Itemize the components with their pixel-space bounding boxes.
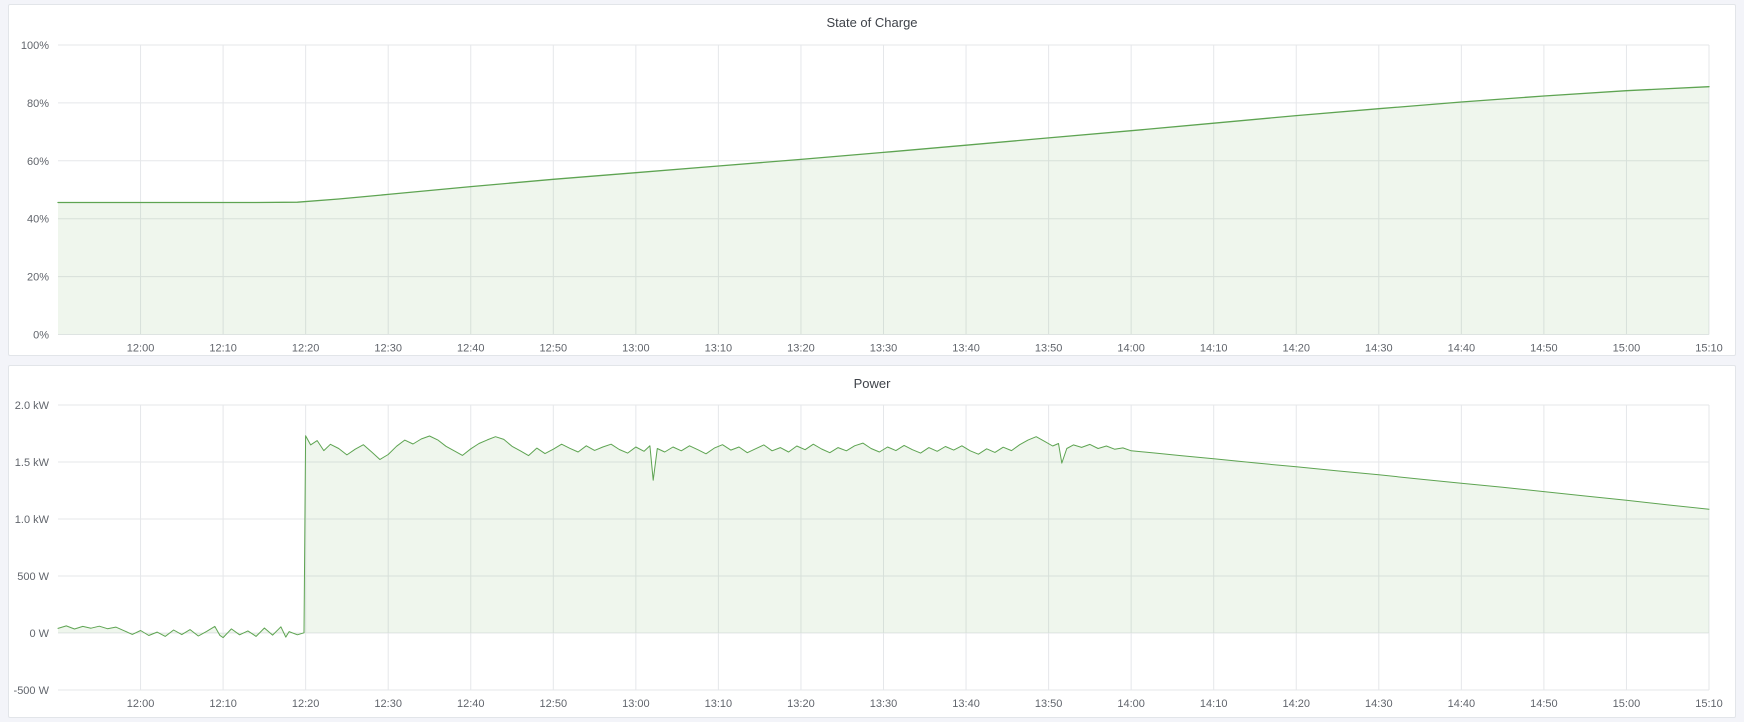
panel-title-state-of-charge[interactable]: State of Charge — [826, 15, 918, 30]
x-tick-label: 12:50 — [540, 698, 568, 710]
x-tick-label: 12:30 — [374, 343, 402, 355]
x-tick-label: 12:40 — [457, 698, 485, 710]
x-tick-label: 12:20 — [292, 698, 320, 710]
x-tick-label: 14:00 — [1117, 343, 1145, 355]
x-tick-label: 13:20 — [787, 343, 815, 355]
series-line-state-of-charge — [57, 86, 1710, 204]
series-area-power — [58, 435, 1709, 638]
x-tick-label: 13:10 — [705, 343, 733, 355]
x-tick-label: 15:00 — [1613, 343, 1641, 355]
x-tick-label: 13:40 — [952, 698, 980, 710]
y-tick-label: 2.0 kW — [15, 400, 50, 412]
power-chart[interactable]: -500 W 0 W 500 W 1.0 kW 1.5 kW 2.0 kW 12:00 12:… — [9, 366, 1735, 717]
y-tick-label: 0 W — [29, 628, 49, 640]
x-tick-label: 14:20 — [1282, 698, 1310, 710]
x-tick-label: 15:10 — [1695, 698, 1723, 710]
x-tick-label: 12:50 — [540, 343, 568, 355]
x-tick-label: 14:40 — [1448, 343, 1476, 355]
x-tick-label: 13:00 — [622, 698, 650, 710]
x-tick-label: 15:00 — [1613, 698, 1641, 710]
y-tick-label: 1.5 kW — [15, 457, 50, 469]
x-tick-label: 14:30 — [1365, 343, 1393, 355]
x-tick-label: 14:50 — [1530, 343, 1558, 355]
panel-state-of-charge: State of Charge 0% 20% 40% 60% 80% 100% 12:00 1… — [8, 4, 1736, 356]
series-line-power — [57, 435, 1710, 639]
x-tick-label: 13:10 — [705, 698, 733, 710]
y-tick-label: 100% — [21, 40, 49, 52]
x-tick-label: 14:20 — [1282, 343, 1310, 355]
x-tick-label: 15:10 — [1695, 343, 1723, 355]
x-tick-label: 13:30 — [870, 343, 898, 355]
x-tick-label: 13:40 — [952, 343, 980, 355]
y-tick-label: 1.0 kW — [15, 514, 50, 526]
x-tick-label: 12:10 — [209, 698, 237, 710]
panel-power: Power -500 W 0 W 500 W 1.0 kW 1.5 kW 2.0 kW 12… — [8, 365, 1736, 718]
x-tick-label: 12:30 — [374, 698, 402, 710]
y-tick-label: 80% — [27, 98, 49, 110]
y-tick-label: 0% — [33, 330, 49, 342]
y-tick-label: 60% — [27, 156, 49, 168]
y-tick-label: 500 W — [17, 571, 49, 583]
x-tick-label: 12:00 — [127, 698, 155, 710]
x-tick-label: 12:00 — [127, 343, 155, 355]
x-tick-label: 13:00 — [622, 343, 650, 355]
x-tick-label: 13:50 — [1035, 343, 1063, 355]
axis-labels: -500 W 0 W 500 W 1.0 kW 1.5 kW 2.0 kW 12:00 12:… — [14, 400, 1723, 710]
y-tick-label: 20% — [27, 272, 49, 284]
panel-title-power[interactable]: Power — [853, 376, 891, 391]
x-tick-label: 13:30 — [870, 698, 898, 710]
gridlines — [58, 404, 1710, 691]
x-tick-label: 12:40 — [457, 343, 485, 355]
series-area-state-of-charge — [58, 86, 1709, 335]
gridlines — [58, 44, 1710, 335]
y-tick-label: 40% — [27, 214, 49, 226]
x-tick-label: 12:20 — [292, 343, 320, 355]
state-of-charge-chart[interactable]: 0% 20% 40% 60% 80% 100% 12:00 12:10 12:20 12:30 12… — [9, 5, 1735, 355]
x-tick-label: 13:50 — [1035, 698, 1063, 710]
x-tick-label: 14:40 — [1448, 698, 1476, 710]
x-tick-label: 12:10 — [209, 343, 237, 355]
x-tick-label: 13:20 — [787, 698, 815, 710]
y-tick-label: -500 W — [14, 685, 50, 697]
x-tick-label: 14:10 — [1200, 343, 1228, 355]
axis-labels: 0% 20% 40% 60% 80% 100% 12:00 12:10 12:20 12:30 12… — [21, 40, 1723, 355]
x-tick-label: 14:00 — [1117, 698, 1145, 710]
x-tick-label: 14:10 — [1200, 698, 1228, 710]
x-tick-label: 14:30 — [1365, 698, 1393, 710]
x-tick-label: 14:50 — [1530, 698, 1558, 710]
